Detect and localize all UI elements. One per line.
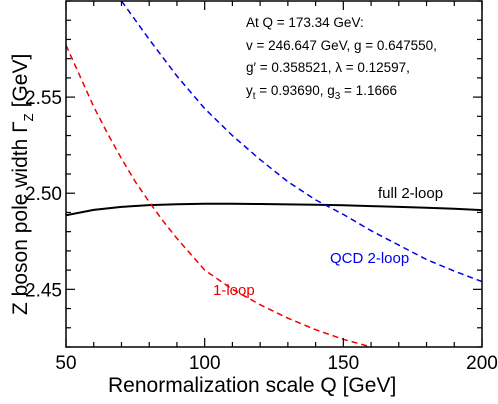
series-label-full-2-loop: full 2-loop bbox=[378, 185, 443, 202]
y-axis-title-subscript: Z bbox=[21, 113, 36, 121]
y-tick-label: 2.55 bbox=[25, 88, 62, 109]
annotation-yt-symbol: y bbox=[246, 83, 253, 98]
annotation-line-2: v = 246.647 GeV, g = 0.647550, bbox=[246, 38, 437, 53]
y-tick-label: 2.50 bbox=[25, 184, 62, 205]
annotation-g3-subscript: 3 bbox=[335, 91, 341, 102]
tick-layer: 50 100 150 200 2.45 2.50 2.55 bbox=[25, 0, 498, 374]
x-tick-label: 50 bbox=[55, 353, 76, 374]
series-label-qcd-2-loop: QCD 2-loop bbox=[330, 250, 409, 267]
annotation-line-4: yt = 0.93690, g3 = 1.1666 bbox=[246, 83, 397, 102]
y-axis-title-unit: [GeV] bbox=[9, 54, 32, 108]
x-tick-label: 200 bbox=[466, 353, 498, 374]
series-line-1-loop bbox=[66, 44, 375, 347]
annotation-g3-value: = 1.1666 bbox=[340, 83, 397, 98]
y-tick-label: 2.45 bbox=[25, 280, 62, 301]
annotation-line-3: g′ = 0.358521, λ = 0.12597, bbox=[246, 60, 410, 75]
annotation-yt-value: = 0.93690, g bbox=[256, 83, 335, 98]
series-layer bbox=[66, 1, 482, 347]
x-axis-title: Renormalization scale Q [GeV] bbox=[108, 374, 396, 397]
y-axis-title-main: Z boson pole width Γ bbox=[9, 121, 32, 315]
y-axis-title: Z boson pole width ΓZ [GeV] bbox=[9, 54, 36, 315]
series-label-1-loop: 1-loop bbox=[213, 282, 255, 299]
series-line-qcd-2-loop bbox=[120, 1, 482, 283]
annotation-line-1: At Q = 173.34 GeV: bbox=[246, 15, 364, 30]
x-tick-label: 150 bbox=[327, 353, 359, 374]
series-line-full-2-loop bbox=[66, 202, 482, 217]
plot-background bbox=[66, 1, 482, 347]
annotation-yt-subscript: t bbox=[253, 91, 256, 102]
x-tick-label: 100 bbox=[189, 353, 221, 374]
